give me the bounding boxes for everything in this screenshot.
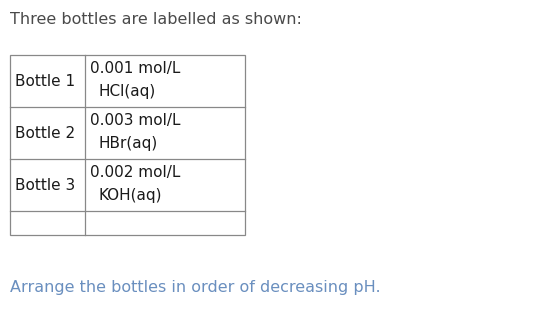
Text: HBr(aq): HBr(aq) — [98, 136, 157, 151]
Text: Arrange the bottles in order of decreasing pH.: Arrange the bottles in order of decreasi… — [10, 280, 381, 295]
Text: HCl(aq): HCl(aq) — [98, 84, 155, 99]
Text: 0.003 mol/L: 0.003 mol/L — [90, 113, 181, 128]
Text: Bottle 3: Bottle 3 — [15, 178, 75, 193]
Text: Bottle 1: Bottle 1 — [15, 73, 75, 89]
Text: Bottle 2: Bottle 2 — [15, 126, 75, 141]
Bar — [10, 55, 245, 235]
Text: Three bottles are labelled as shown:: Three bottles are labelled as shown: — [10, 12, 302, 27]
Text: KOH(aq): KOH(aq) — [98, 188, 162, 203]
Text: 0.002 mol/L: 0.002 mol/L — [90, 165, 181, 180]
Text: 0.001 mol/L: 0.001 mol/L — [90, 61, 181, 76]
